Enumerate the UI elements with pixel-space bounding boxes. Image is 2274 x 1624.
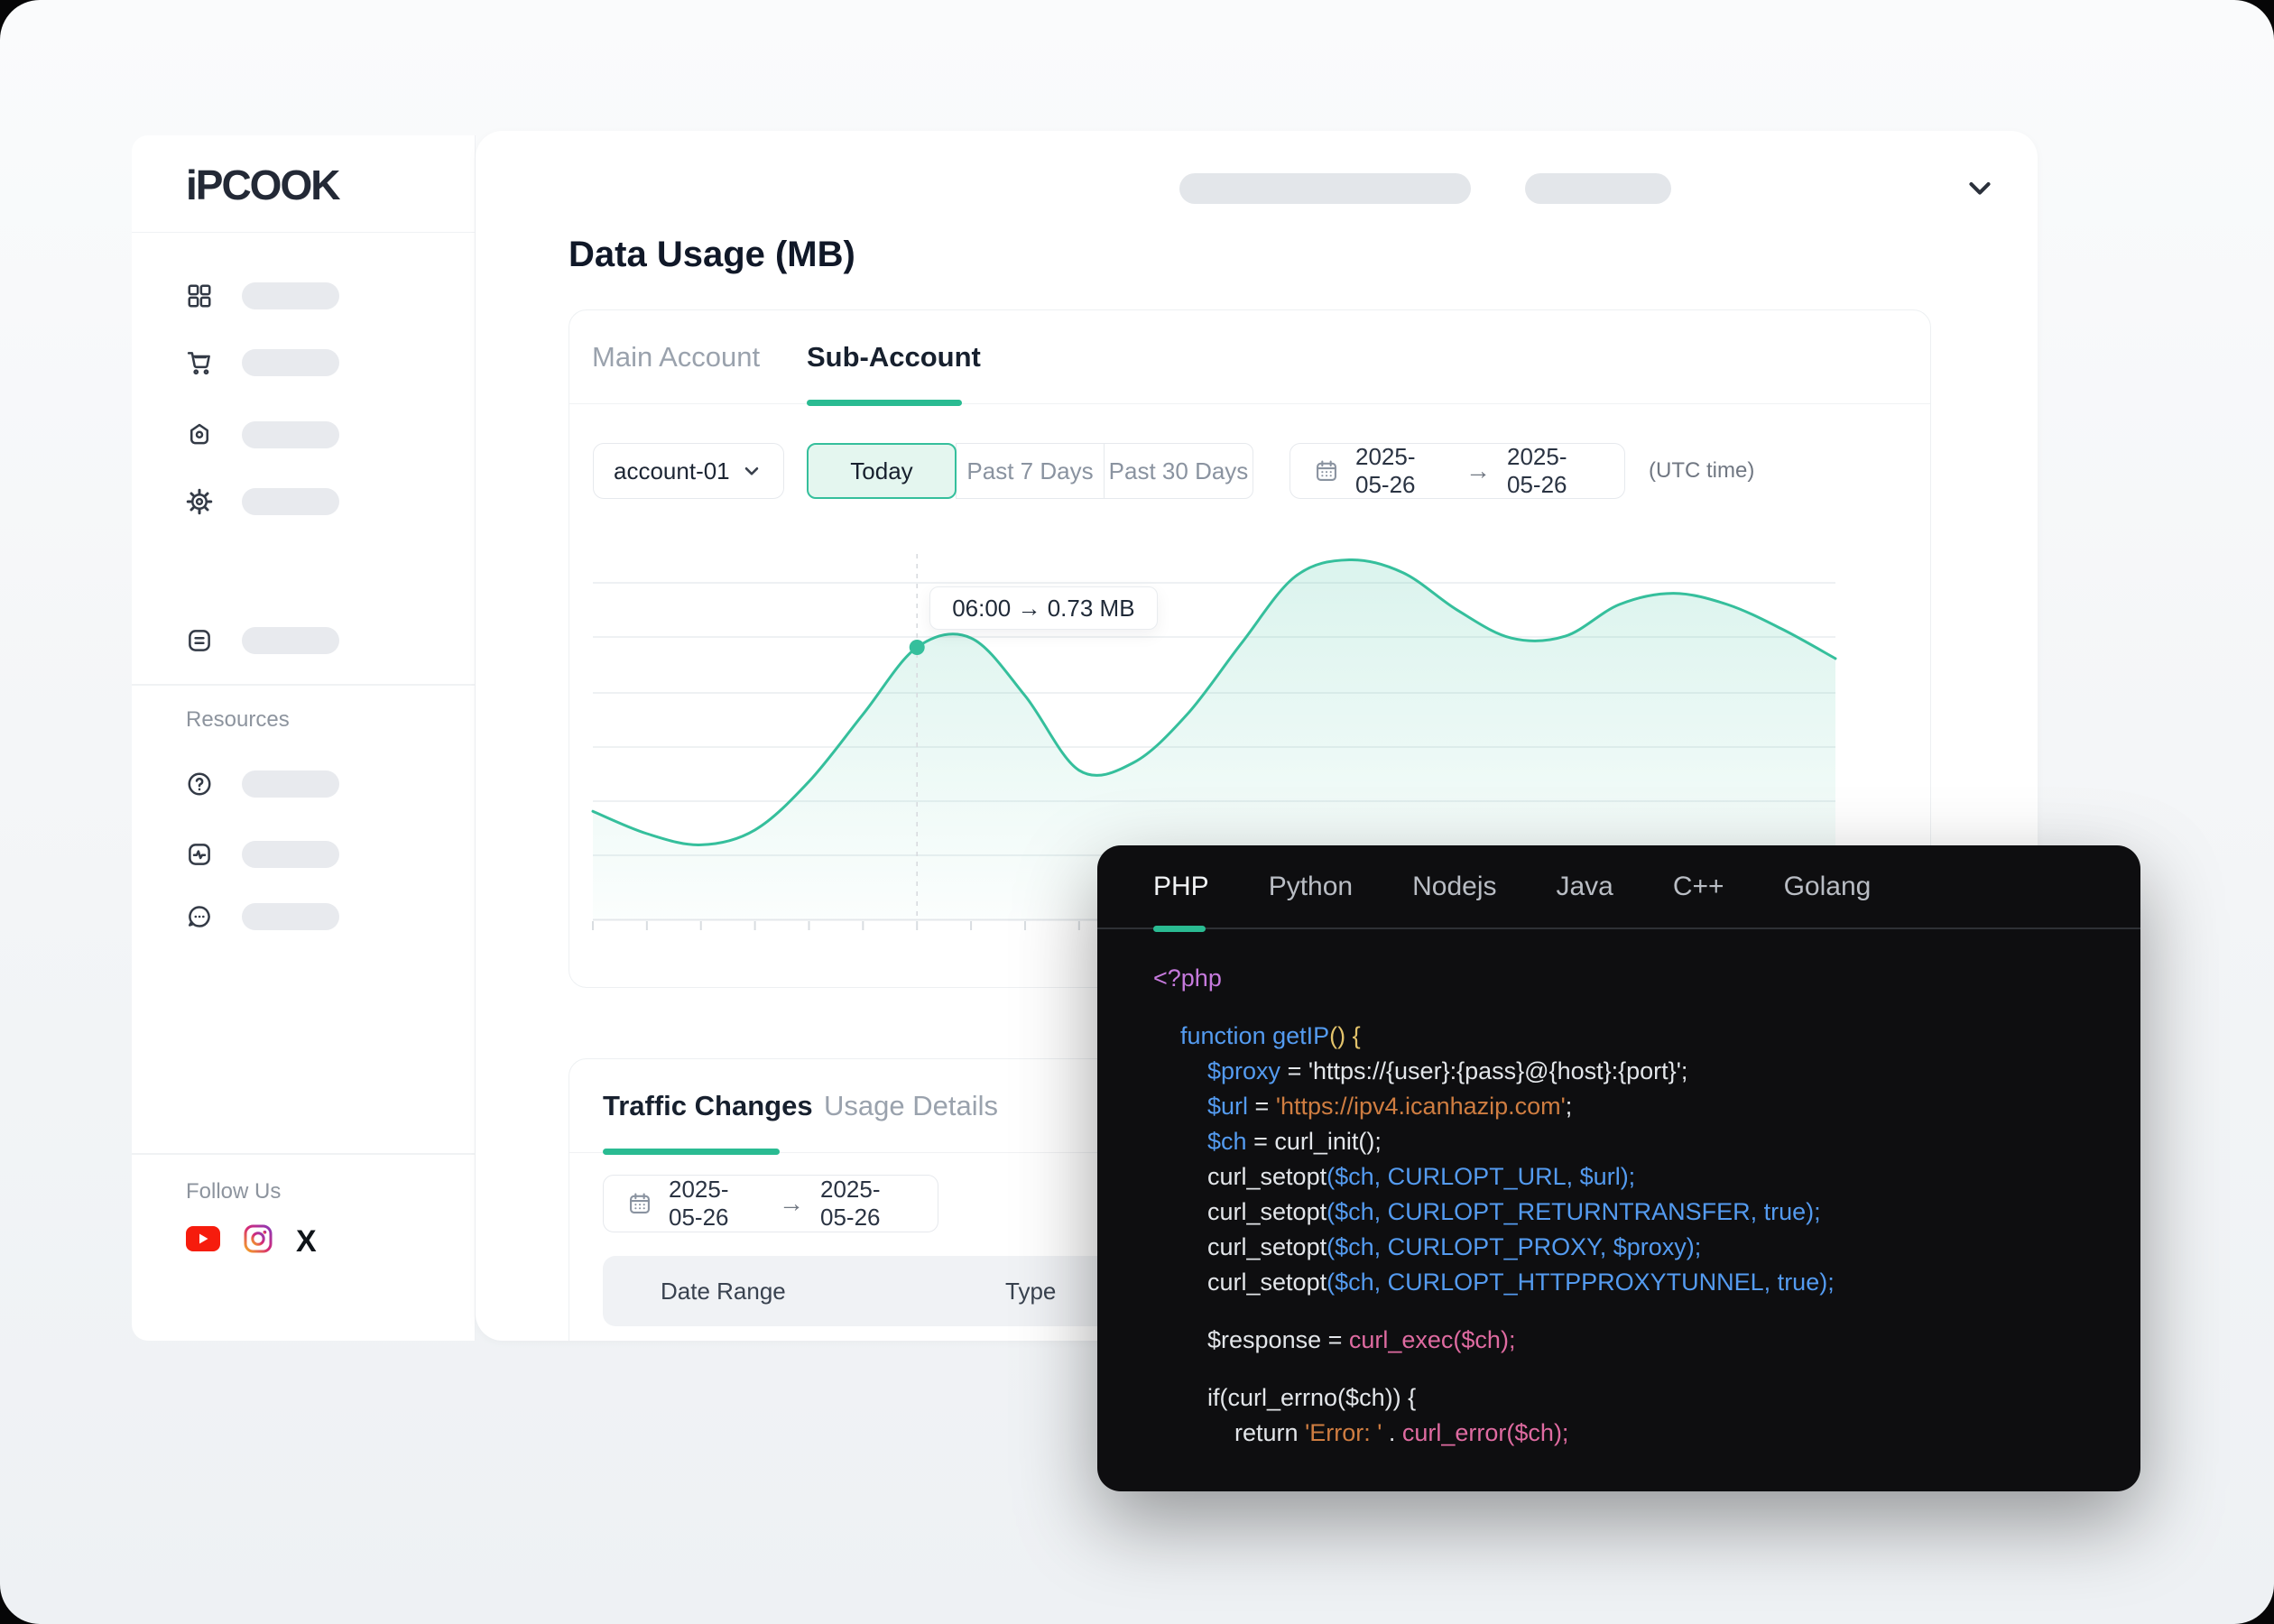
code-line: if(curl_errno($ch)) { (1153, 1384, 1417, 1411)
follow-us-label: Follow Us (186, 1179, 282, 1204)
skeleton-label (242, 627, 339, 654)
skeleton-label (242, 841, 339, 868)
header-skeleton-pill (1179, 173, 1471, 204)
arrow-right-icon: → (1465, 457, 1491, 484)
skeleton-label (242, 421, 339, 448)
traffic-date-range-picker[interactable]: 2025-05-26 → 2025-05-26 (603, 1175, 938, 1232)
proxy-shield-icon (186, 421, 213, 448)
active-code-tab-underline (1153, 926, 1206, 932)
code-line: $ch = curl_init(); (1207, 1128, 1382, 1155)
code-line: curl_setopt($ch, CURLOPT_URL, $url); (1153, 1163, 1636, 1190)
account-select[interactable]: account-01 (593, 443, 784, 499)
code-line: $response = curl_exec($ch); (1153, 1326, 1516, 1353)
active-tab-underline (807, 400, 962, 406)
sidebar-item-purchase[interactable] (186, 349, 339, 376)
date-to: 2025-05-26 (820, 1176, 881, 1231)
usage-date-range-picker[interactable]: 2025-05-26 → 2025-05-26 (1290, 443, 1625, 499)
skeleton-label (242, 903, 339, 930)
document-icon (186, 627, 213, 654)
range-segmented-control: Today Past 7 Days Past 30 Days (807, 443, 1253, 499)
code-sample-panel: PHP Python Nodejs Java C++ Golang <?php … (1097, 845, 2140, 1491)
range-button-past-30-days[interactable]: Past 30 Days (1104, 443, 1253, 499)
skeleton-label (242, 349, 339, 376)
column-header-date-range: Date Range (661, 1277, 786, 1305)
settings-gear-icon (186, 488, 213, 515)
sidebar-item-status[interactable] (186, 841, 339, 868)
instagram-icon[interactable] (244, 1224, 273, 1258)
code-tab-cpp[interactable]: C++ (1672, 871, 1724, 901)
column-header-type: Type (1005, 1277, 1057, 1305)
active-tab-underline (603, 1149, 780, 1155)
chevron-down-icon (744, 466, 759, 475)
code-tab-php[interactable]: PHP (1153, 845, 1209, 932)
sidebar-divider (132, 1153, 475, 1155)
account-tabs: Main Account Sub-Account (569, 310, 1930, 406)
skeleton-label (242, 770, 339, 798)
range-button-today[interactable]: Today (807, 443, 957, 499)
arrow-right-icon: → (779, 1189, 804, 1217)
page-title: Data Usage (MB) (568, 235, 855, 274)
sidebar-item-help[interactable] (186, 770, 339, 798)
sidebar-divider (132, 684, 475, 686)
code-line: <?php (1153, 964, 1222, 992)
code-line: function getIP() { (1180, 1022, 1361, 1049)
utc-time-label: (UTC time) (1649, 458, 1755, 483)
skeleton-label (242, 488, 339, 515)
tab-traffic-changes[interactable]: Traffic Changes (603, 1090, 813, 1121)
usage-area-chart (591, 554, 1837, 930)
date-from: 2025-05-26 (669, 1176, 729, 1231)
code-tab-golang[interactable]: Golang (1783, 871, 1872, 901)
account-menu-chevron-down-icon[interactable] (1963, 171, 1997, 205)
skeleton-label (242, 282, 339, 309)
code-tab-nodejs[interactable]: Nodejs (1412, 871, 1497, 901)
sidebar-item-dashboard[interactable] (186, 282, 339, 309)
calendar-icon (630, 1193, 650, 1213)
code-line: return 'Error: ' . curl_error($ch); (1153, 1419, 1569, 1446)
code-block: <?php function getIP() { $proxy = 'https… (1153, 961, 2113, 1451)
sidebar-item-proxies[interactable] (186, 421, 339, 448)
chart-highlight-dot (909, 640, 925, 656)
date-to: 2025-05-26 (1507, 443, 1567, 498)
cart-icon (186, 349, 213, 376)
code-line: curl_setopt($ch, CURLOPT_PROXY, $proxy); (1153, 1233, 1702, 1260)
code-line (1153, 1358, 2113, 1380)
code-line: curl_setopt($ch, CURLOPT_RETURNTRANSFER,… (1153, 1198, 1821, 1225)
code-tab-python[interactable]: Python (1268, 871, 1354, 901)
dashboard-grid-icon (186, 282, 213, 309)
header-skeleton-pill (1525, 173, 1671, 204)
sidebar: iPCOOK (132, 135, 476, 1341)
code-line: $proxy = 'https://{user}:{pass}@{host}:{… (1207, 1057, 1688, 1084)
code-line (1153, 1300, 2113, 1323)
code-language-tabs: PHP Python Nodejs Java C++ Golang (1097, 845, 2140, 932)
chart-tooltip: 06:00 → 0.73 MB (929, 586, 1158, 630)
sidebar-item-settings[interactable] (186, 488, 339, 515)
chat-icon (186, 903, 213, 930)
sidebar-item-support[interactable] (186, 903, 339, 930)
logo-row: iPCOOK (132, 135, 475, 233)
help-icon (186, 770, 213, 798)
code-tab-java[interactable]: Java (1556, 871, 1613, 901)
tab-main-account[interactable]: Main Account (592, 341, 761, 373)
tab-usage-details[interactable]: Usage Details (824, 1090, 998, 1121)
brand-logo: iPCOOK (186, 161, 340, 208)
code-line: $url = 'https://ipv4.icanhazip.com'; (1207, 1093, 1573, 1120)
range-button-past-7-days[interactable]: Past 7 Days (955, 443, 1105, 499)
activity-icon (186, 841, 213, 868)
x-twitter-icon[interactable]: X (296, 1223, 317, 1259)
calendar-icon (1317, 460, 1336, 481)
sidebar-item-docs[interactable] (186, 627, 339, 654)
code-line (1153, 996, 2113, 1019)
tab-sub-account[interactable]: Sub-Account (807, 341, 981, 373)
date-from: 2025-05-26 (1355, 443, 1416, 498)
resources-section-label: Resources (186, 707, 290, 732)
usage-chart: 06:00 → 0.73 MB (591, 547, 1837, 938)
code-line: curl_setopt($ch, CURLOPT_HTTPPROXYTUNNEL… (1153, 1269, 1835, 1296)
account-select-value: account-01 (614, 457, 730, 484)
youtube-icon[interactable] (186, 1226, 220, 1256)
social-links: X (186, 1224, 317, 1258)
